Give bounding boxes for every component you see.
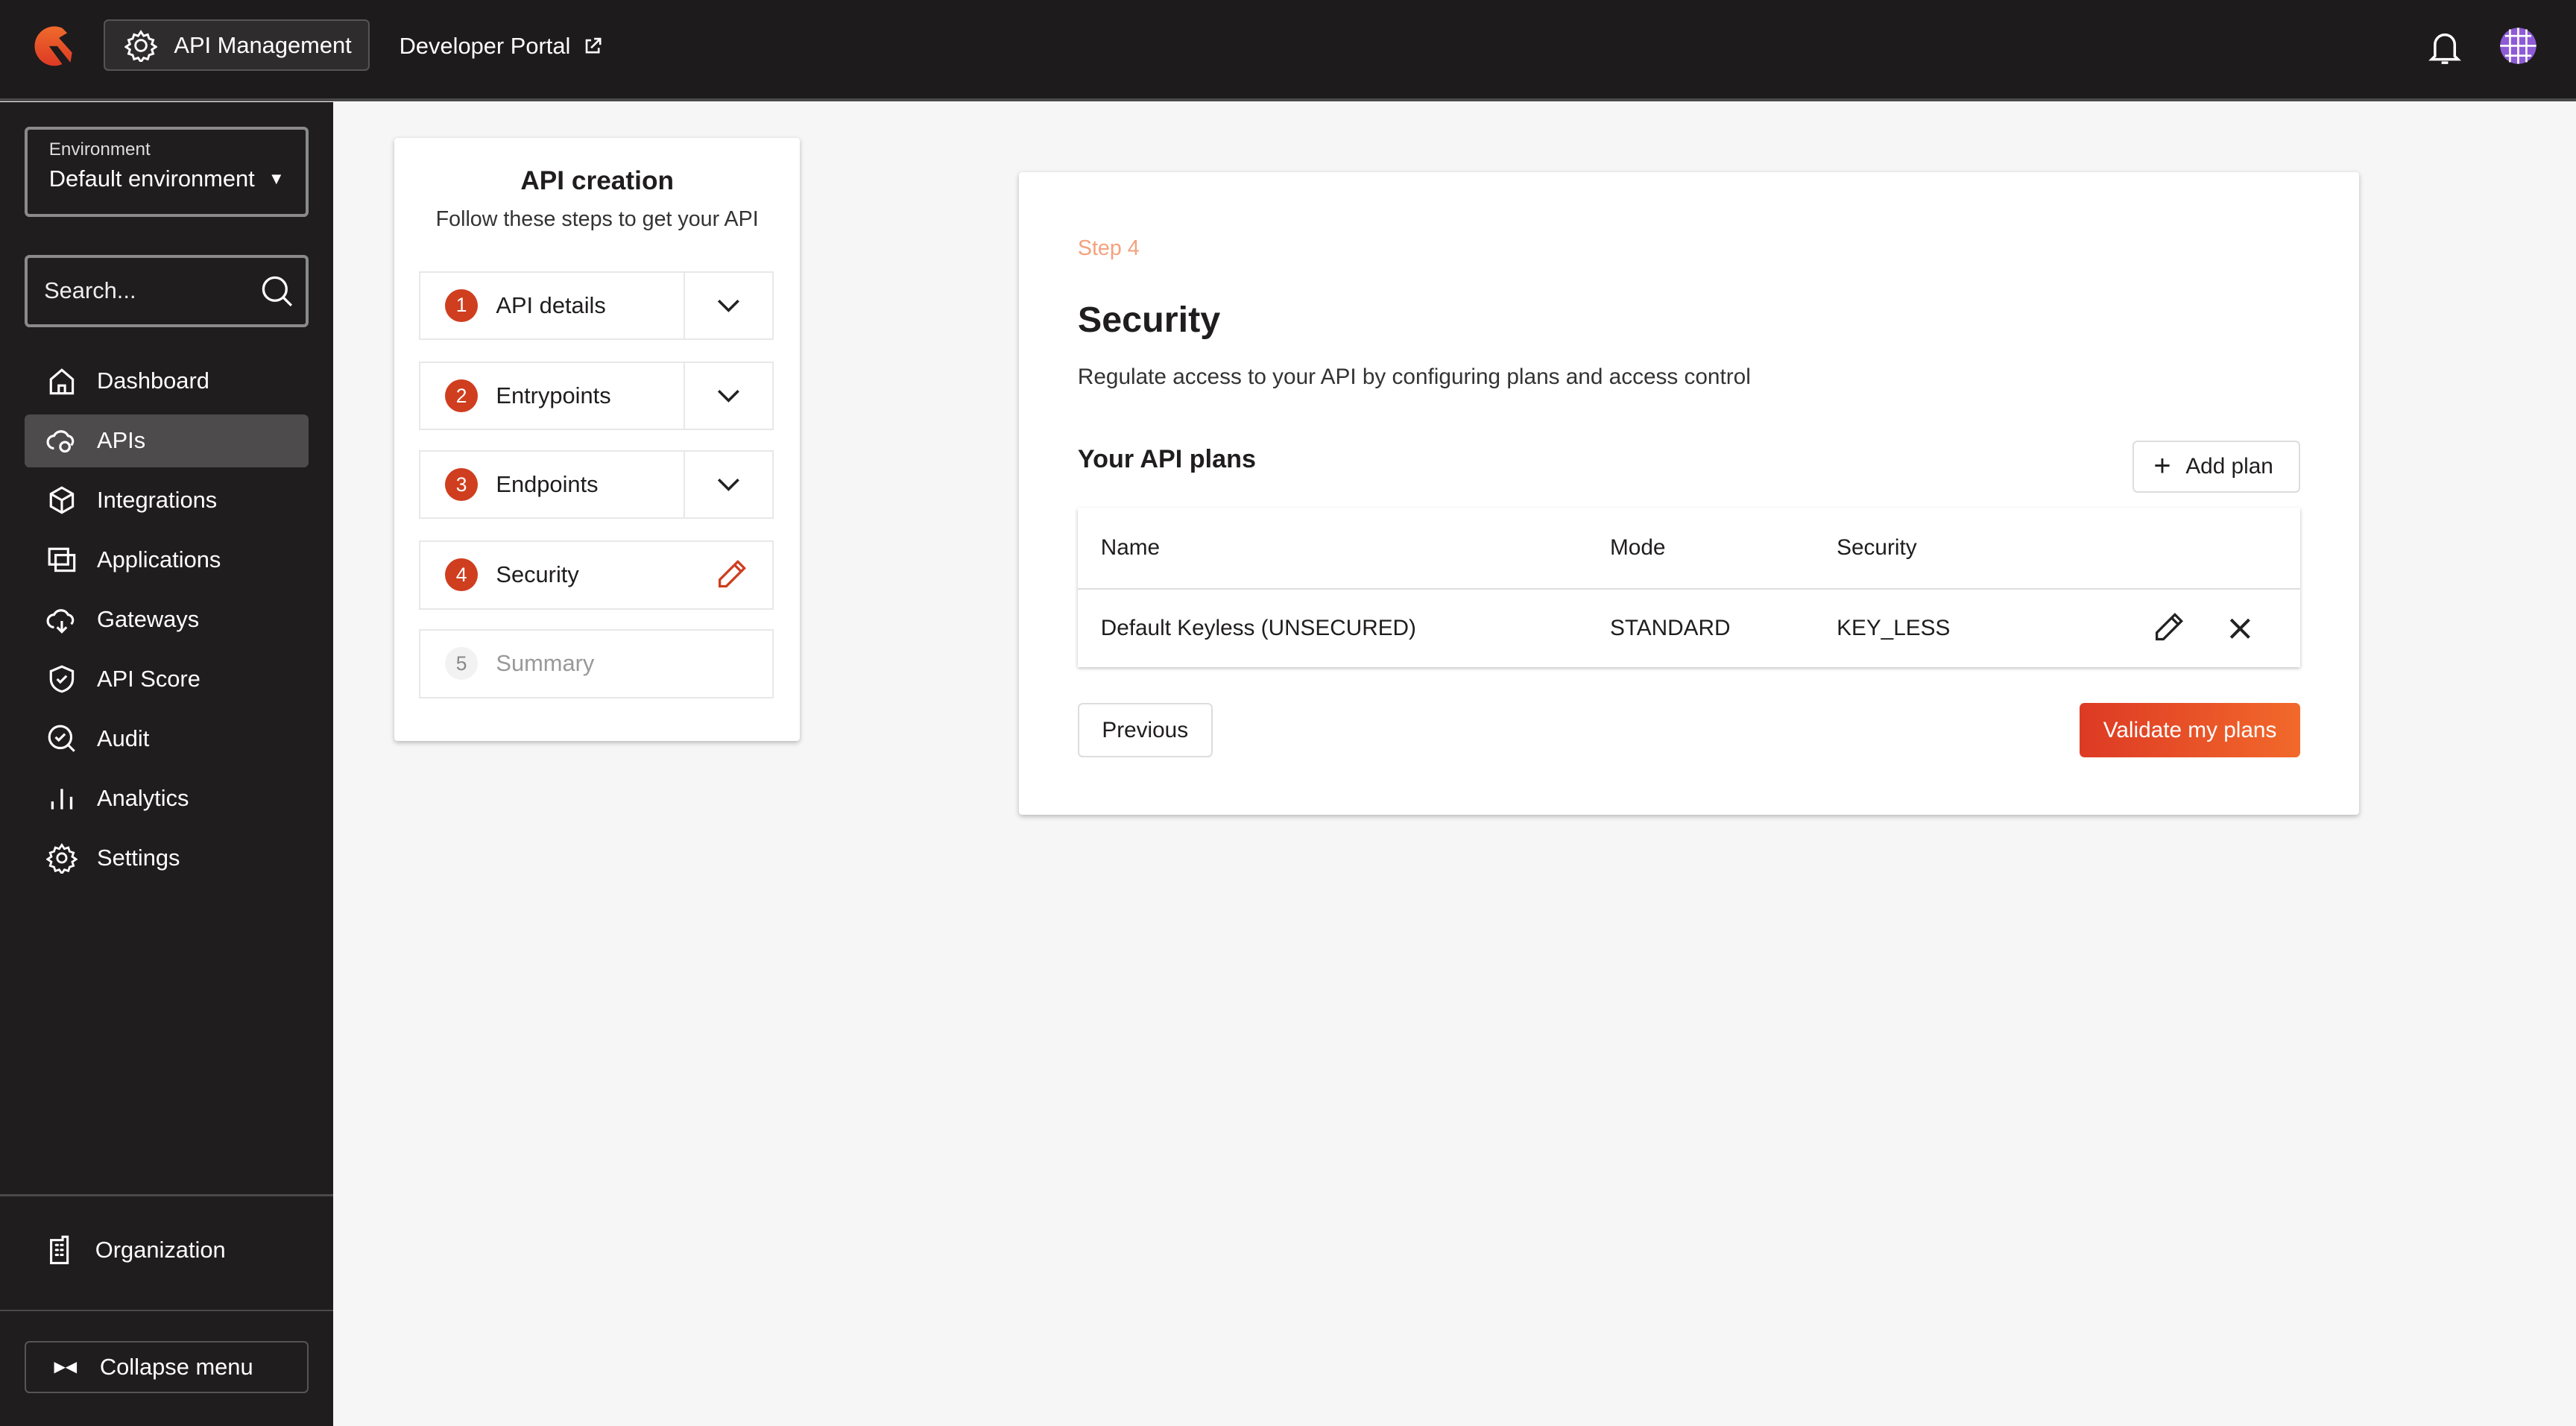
add-plan-button[interactable]: + Add plan — [2132, 440, 2300, 493]
gear-icon — [124, 29, 158, 62]
sidebar-item-label: Gateways — [97, 606, 200, 633]
cube-icon — [49, 486, 74, 514]
api-management-button[interactable]: API Management — [103, 19, 370, 71]
stepper-title: API creation — [520, 165, 675, 195]
step-label: Security — [496, 561, 579, 588]
step-endpoints[interactable]: 3 Endpoints — [419, 449, 774, 520]
table-header: Name Mode Security — [1077, 508, 2300, 590]
stepper-subtitle: Follow these steps to get your API — [435, 207, 759, 232]
divider — [0, 1309, 334, 1311]
chevron-down-icon[interactable] — [684, 362, 772, 429]
step-number: 3 — [445, 468, 479, 502]
delete-plan-icon[interactable] — [2229, 618, 2251, 640]
sidebar-item-audit[interactable]: Audit — [25, 713, 309, 766]
plan-mode: STANDARD — [1610, 615, 1731, 640]
step-number: 5 — [445, 647, 479, 681]
chevron-down-icon[interactable] — [684, 451, 772, 518]
column-header-security: Security — [1837, 535, 1917, 561]
sidebar-item-settings[interactable]: Settings — [25, 832, 309, 885]
caret-down-icon: ▼ — [268, 168, 285, 188]
security-step-card: Step 4 Security Regulate access to your … — [1018, 172, 2360, 815]
sidebar: Environment Default environment ▼ Search.… — [0, 101, 334, 1426]
chevron-down-icon[interactable] — [684, 272, 772, 338]
audit-search-icon — [48, 725, 75, 753]
sidebar-item-apis[interactable]: APIs — [25, 414, 309, 467]
collapse-menu-label: Collapse menu — [99, 1353, 253, 1380]
sidebar-item-label: Integrations — [97, 487, 218, 514]
plus-icon: + — [2153, 449, 2171, 483]
search-input[interactable]: Search... — [25, 254, 309, 327]
developer-portal-label: Developer Portal — [399, 33, 571, 60]
page-title: Security — [1077, 300, 1221, 341]
step-number: 1 — [445, 288, 479, 322]
step-indicator: Step 4 — [1077, 236, 1140, 261]
divider — [0, 1194, 334, 1196]
column-header-mode: Mode — [1610, 535, 1666, 561]
sidebar-item-analytics[interactable]: Analytics — [25, 772, 309, 825]
bar-chart-icon — [51, 789, 72, 810]
validate-plans-button[interactable]: Validate my plans — [2080, 703, 2300, 758]
sidebar-item-api-score[interactable]: API Score — [25, 653, 309, 706]
table-row: Default Keyless (UNSECURED) STANDARD KEY… — [1078, 590, 2300, 667]
sidebar-item-label: Settings — [97, 845, 180, 871]
search-placeholder: Search... — [44, 277, 136, 304]
previous-button[interactable]: Previous — [1077, 703, 1213, 758]
edit-plan-icon[interactable] — [2152, 611, 2185, 644]
gateway-icon — [46, 609, 74, 634]
gear-icon — [45, 843, 78, 874]
api-management-label: API Management — [174, 31, 352, 58]
applications-icon — [48, 548, 75, 572]
sidebar-item-label: Dashboard — [97, 367, 209, 394]
home-icon — [49, 368, 74, 395]
sidebar-item-label: Audit — [97, 725, 150, 752]
step-api-details[interactable]: 1 API details — [419, 271, 774, 341]
sidebar-item-label: API Score — [97, 666, 201, 693]
external-link-icon — [585, 37, 602, 54]
plan-security: KEY_LESS — [1837, 615, 1951, 640]
sidebar-item-label: APIs — [97, 427, 146, 454]
page-description: Regulate access to your API by configuri… — [1077, 365, 1751, 390]
sidebar-item-label: Applications — [97, 546, 221, 573]
plans-table: Name Mode Security Default Keyless (UNSE… — [1077, 508, 2300, 667]
collapse-icon: ▶◀ — [54, 1358, 78, 1375]
globe-avatar-icon[interactable] — [2498, 26, 2538, 66]
sidebar-item-gateways[interactable]: Gateways — [25, 593, 309, 646]
step-number: 2 — [445, 379, 479, 413]
step-label: Entrypoints — [496, 382, 611, 409]
gravitee-logo[interactable] — [26, 23, 75, 69]
top-bar: API Management Developer Portal — [0, 0, 2576, 102]
building-icon — [49, 1236, 69, 1265]
step-label: API details — [496, 291, 606, 318]
collapse-menu-button[interactable]: ▶◀ Collapse menu — [25, 1340, 309, 1394]
environment-value: Default environment — [48, 165, 255, 192]
sidebar-item-label: Analytics — [97, 785, 189, 812]
sidebar-item-dashboard[interactable]: Dashboard — [25, 355, 309, 408]
plans-heading: Your API plans — [1077, 445, 1257, 474]
step-label: Summary — [496, 650, 595, 677]
pencil-icon — [718, 560, 746, 588]
sidebar-item-integrations[interactable]: Integrations — [25, 474, 309, 527]
step-number: 4 — [445, 558, 479, 592]
sidebar-item-organization[interactable]: Organization — [46, 1235, 226, 1265]
step-summary: 5 Summary — [419, 629, 774, 698]
shield-check-icon — [49, 665, 74, 693]
environment-label: Environment — [48, 139, 151, 160]
organization-label: Organization — [95, 1237, 226, 1263]
add-plan-label: Add plan — [2185, 453, 2273, 479]
cloud-api-icon — [46, 430, 74, 453]
sidebar-item-applications[interactable]: Applications — [25, 534, 309, 587]
environment-select[interactable]: Environment Default environment ▼ — [25, 126, 309, 217]
step-entrypoints[interactable]: 2 Entrypoints — [419, 361, 774, 431]
developer-portal-link[interactable]: Developer Portal — [400, 33, 602, 60]
search-icon — [262, 276, 292, 307]
plan-name: Default Keyless (UNSECURED) — [1100, 615, 1416, 640]
sidebar-nav: Dashboard APIs Integrations Applications… — [25, 355, 309, 892]
api-creation-stepper: API creation Follow these steps to get y… — [394, 138, 801, 742]
bell-icon[interactable] — [2428, 30, 2461, 66]
column-header-name: Name — [1100, 535, 1161, 561]
step-label: Endpoints — [496, 471, 599, 498]
step-security[interactable]: 4 Security — [419, 540, 774, 610]
